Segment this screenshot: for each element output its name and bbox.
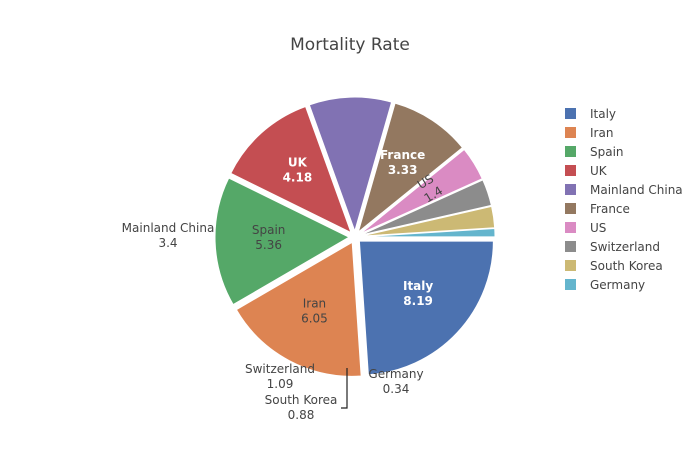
legend-swatch — [565, 127, 576, 138]
pie-slice-iran[interactable] — [235, 241, 362, 377]
legend-item-iran[interactable]: Iran — [565, 126, 613, 140]
legend-swatch — [565, 108, 576, 119]
pie-slice-italy[interactable] — [358, 240, 494, 376]
legend-label: Switzerland — [590, 240, 660, 254]
slice-label-france: France 3.33 — [380, 148, 425, 177]
slice-label-switzerland: Switzerland 1.09 — [245, 362, 315, 391]
slice-label-name: Switzerland — [245, 362, 315, 376]
legend-label: France — [590, 202, 630, 216]
slice-label-name: UK — [288, 156, 308, 170]
legend-label: UK — [590, 164, 608, 178]
slice-label-value: 8.19 — [403, 294, 433, 308]
leader-line-south-korea — [341, 368, 348, 409]
legend-item-france[interactable]: France — [565, 202, 630, 216]
slice-label-name: South Korea — [265, 393, 338, 407]
slice-label-name: France — [380, 148, 425, 162]
legend-swatch — [565, 165, 576, 176]
leader-lines — [341, 368, 348, 409]
slice-label-iran: Iran 6.05 — [301, 296, 328, 325]
slice-label-value: 5.36 — [255, 238, 282, 252]
legend-item-south-korea[interactable]: South Korea — [565, 259, 663, 273]
legend-swatch — [565, 203, 576, 214]
legend-item-germany[interactable]: Germany — [565, 278, 645, 292]
pie-slice-mainland-china[interactable] — [308, 96, 393, 233]
pie-slices — [214, 96, 496, 377]
legend-swatch — [565, 184, 576, 195]
pie-slice-switzerland[interactable] — [360, 179, 492, 236]
slice-label-uk: UK 4.18 — [283, 156, 313, 185]
legend-item-switzerland[interactable]: Switzerland — [565, 240, 660, 254]
slice-label-value: 0.88 — [288, 408, 315, 422]
legend-label: Mainland China — [590, 183, 683, 197]
slice-label-mainland-china: Mainland China 3.4 — [122, 221, 215, 250]
legend-item-italy[interactable]: Italy — [565, 107, 616, 121]
slice-labels: Italy 8.19 Iran 6.05 Spain 5.36 UK 4.18 Mainland… — [122, 148, 446, 422]
slice-label-value: 6.05 — [301, 311, 328, 325]
pie-slice-south-korea[interactable] — [360, 205, 496, 237]
legend: Italy Iran Spain UK Mainland China France US Sw… — [565, 107, 683, 292]
pie-slice-uk[interactable] — [230, 105, 352, 234]
legend-swatch — [565, 279, 576, 290]
pie-slice-us[interactable] — [359, 148, 483, 235]
chart-title: Mortality Rate — [290, 35, 410, 55]
pie-slice-france[interactable] — [357, 102, 464, 234]
legend-label: South Korea — [590, 259, 663, 273]
slice-label-name: Iran — [303, 296, 326, 310]
legend-item-mainland-china[interactable]: Mainland China — [565, 183, 683, 197]
legend-swatch — [565, 260, 576, 271]
legend-label: Germany — [590, 278, 645, 292]
legend-swatch — [565, 241, 576, 252]
pie-slice-germany[interactable] — [360, 227, 496, 238]
legend-label: Spain — [590, 145, 624, 159]
slice-label-name: Mainland China — [122, 221, 215, 235]
legend-label: Iran — [590, 126, 613, 140]
slice-label-value: 0.34 — [383, 382, 410, 396]
slice-label-spain: Spain 5.36 — [252, 223, 286, 252]
legend-label: US — [590, 221, 606, 235]
legend-label: Italy — [590, 107, 616, 121]
legend-swatch — [565, 146, 576, 157]
slice-label-value: 1.09 — [267, 377, 294, 391]
slice-label-germany: Germany 0.34 — [368, 367, 423, 396]
slice-label-value: 3.4 — [158, 236, 177, 250]
legend-item-spain[interactable]: Spain — [565, 145, 624, 159]
slice-label-south-korea: South Korea 0.88 — [265, 393, 338, 422]
legend-item-us[interactable]: US — [565, 221, 606, 235]
legend-swatch — [565, 222, 576, 233]
slice-label-name: Spain — [252, 223, 286, 237]
slice-label-name: Italy — [403, 279, 433, 293]
slice-label-value: 3.33 — [388, 163, 418, 177]
slice-label-name: Germany — [368, 367, 423, 381]
slice-label-value: 4.18 — [283, 171, 313, 185]
slice-label-italy: Italy 8.19 — [403, 279, 433, 308]
legend-item-uk[interactable]: UK — [565, 164, 608, 178]
pie-slice-spain[interactable] — [214, 177, 351, 306]
